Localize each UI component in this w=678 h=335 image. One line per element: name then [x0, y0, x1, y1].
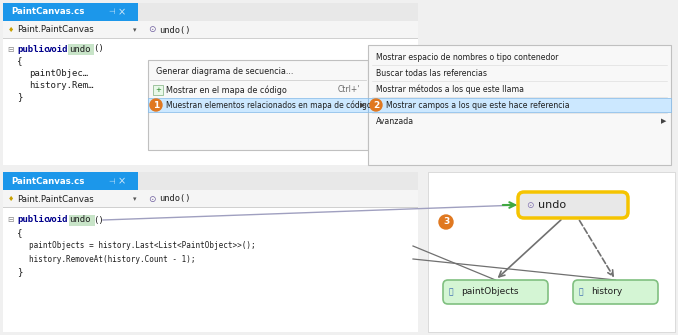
- Text: Ctrl+': Ctrl+': [338, 85, 361, 94]
- Text: 2: 2: [373, 100, 379, 110]
- Bar: [368, 45, 671, 165]
- Text: undo: undo: [538, 200, 566, 210]
- Text: (): (): [93, 45, 104, 54]
- FancyBboxPatch shape: [443, 280, 548, 304]
- Bar: [3, 21, 418, 39]
- Bar: [68, 44, 94, 55]
- Text: (): (): [93, 215, 104, 224]
- Text: Buscar todas las referencias: Buscar todas las referencias: [376, 68, 487, 77]
- Text: undo(): undo(): [159, 195, 191, 203]
- Text: ▶: ▶: [360, 102, 365, 108]
- Text: ⊟: ⊟: [7, 215, 14, 224]
- Circle shape: [370, 99, 382, 111]
- Text: ×: ×: [118, 176, 126, 186]
- Text: PaintCanvas.cs: PaintCanvas.cs: [11, 177, 84, 186]
- Text: Generar diagrama de secuencia...: Generar diagrama de secuencia...: [156, 67, 294, 76]
- Text: ⊟: ⊟: [7, 45, 14, 54]
- Bar: [3, 3, 418, 165]
- Text: Mostrar campos a los que este hace referencia: Mostrar campos a los que este hace refer…: [386, 100, 570, 110]
- Text: Muestran elementos relacionados en mapa de código: Muestran elementos relacionados en mapa …: [166, 100, 372, 110]
- Text: paintObjec…: paintObjec…: [29, 68, 88, 77]
- Bar: [3, 172, 418, 190]
- Text: ♦: ♦: [8, 196, 14, 202]
- Bar: [368, 98, 671, 112]
- Text: history.Rem…: history.Rem…: [29, 80, 94, 89]
- Text: Avanzada: Avanzada: [376, 117, 414, 126]
- Text: Paint.PaintCanvas: Paint.PaintCanvas: [17, 195, 94, 203]
- Text: ▾: ▾: [133, 27, 136, 33]
- Text: public: public: [17, 215, 49, 224]
- Text: Mostrar en el mapa de código: Mostrar en el mapa de código: [166, 85, 287, 95]
- Text: }: }: [17, 268, 22, 276]
- Text: ⊙: ⊙: [148, 195, 155, 203]
- Text: 3: 3: [443, 217, 449, 226]
- Text: 🔵: 🔵: [449, 287, 454, 296]
- Bar: [148, 60, 368, 150]
- Text: ⊣: ⊣: [108, 177, 115, 186]
- Text: ♦: ♦: [8, 27, 14, 33]
- Bar: [3, 190, 418, 208]
- Text: {: {: [17, 228, 22, 238]
- Bar: [428, 172, 675, 332]
- Text: paintObjects = history.Last<List<PaintObject>>();: paintObjects = history.Last<List<PaintOb…: [29, 242, 256, 251]
- Text: Paint.PaintCanvas: Paint.PaintCanvas: [17, 25, 94, 35]
- FancyBboxPatch shape: [573, 280, 658, 304]
- Text: ⊙: ⊙: [526, 201, 534, 209]
- Text: history.RemoveAt(history.Count - 1);: history.RemoveAt(history.Count - 1);: [29, 255, 195, 264]
- Text: void: void: [47, 45, 68, 54]
- Text: 🔵: 🔵: [579, 287, 584, 296]
- Circle shape: [150, 99, 162, 111]
- Text: ▾: ▾: [133, 196, 136, 202]
- Text: }: }: [17, 92, 22, 102]
- Bar: [3, 38, 418, 39]
- Bar: [3, 207, 418, 208]
- Bar: [3, 39, 418, 165]
- Bar: [3, 172, 138, 190]
- Circle shape: [439, 215, 453, 229]
- Text: undo: undo: [69, 215, 90, 224]
- Bar: [148, 98, 368, 112]
- Text: undo: undo: [69, 45, 90, 54]
- Text: ⊙: ⊙: [148, 25, 155, 35]
- Bar: [153, 85, 163, 95]
- Text: {: {: [17, 57, 22, 66]
- Text: void: void: [47, 215, 68, 224]
- FancyBboxPatch shape: [518, 192, 628, 218]
- Text: ▶: ▶: [661, 118, 666, 124]
- Bar: [3, 172, 418, 332]
- Text: ×: ×: [118, 7, 126, 17]
- Text: ⊣: ⊣: [108, 7, 115, 16]
- Text: public: public: [17, 45, 49, 54]
- Text: undo(): undo(): [159, 25, 191, 35]
- Text: paintObjects: paintObjects: [461, 287, 519, 296]
- Bar: [3, 3, 138, 21]
- Text: PaintCanvas.cs: PaintCanvas.cs: [11, 7, 84, 16]
- Text: 1: 1: [153, 100, 159, 110]
- Bar: [69, 215, 95, 226]
- Text: +: +: [155, 87, 161, 93]
- Bar: [3, 3, 418, 21]
- Bar: [3, 208, 418, 332]
- Text: Mostrar espacio de nombres o tipo contenedor: Mostrar espacio de nombres o tipo conten…: [376, 53, 559, 62]
- Text: Mostrar métodos a los que este llama: Mostrar métodos a los que este llama: [376, 84, 524, 94]
- Text: history: history: [591, 287, 622, 296]
